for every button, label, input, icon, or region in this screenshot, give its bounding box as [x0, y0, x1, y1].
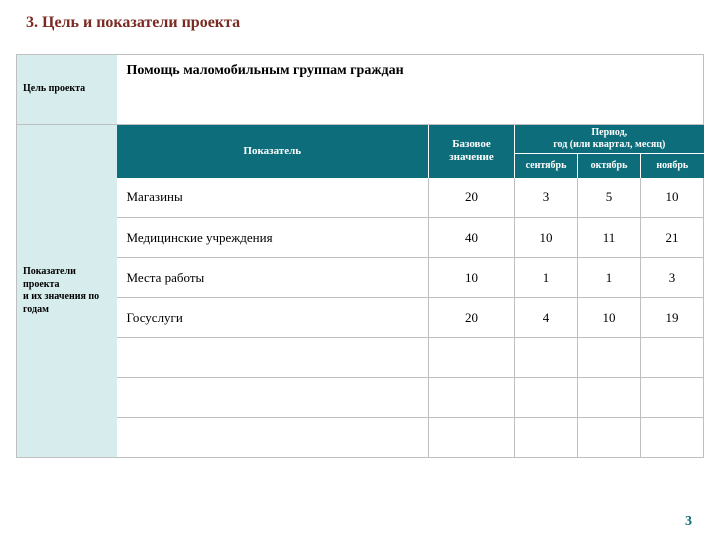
indicator-cell	[117, 378, 429, 418]
indicator-cell: Магазины	[117, 178, 429, 218]
month-cell: 10	[515, 218, 578, 258]
month-cell: 10	[578, 298, 641, 338]
month-cell: 5	[578, 178, 641, 218]
table-row	[17, 338, 704, 378]
month-cell	[578, 338, 641, 378]
month-cell	[515, 378, 578, 418]
month-cell	[578, 418, 641, 458]
goal-text: Помощь маломобильным группам граждан	[117, 55, 704, 125]
month-cell: 1	[515, 258, 578, 298]
project-table: Цель проектаПомощь маломобильным группам…	[16, 54, 704, 458]
section-heading: 3. Цель и показатели проекта	[26, 14, 240, 32]
month-cell: 3	[641, 258, 704, 298]
col-month-header: сентябрь	[515, 154, 578, 178]
table-row	[17, 418, 704, 458]
period-header-top: Период,	[515, 127, 704, 139]
month-cell	[641, 338, 704, 378]
month-cell	[641, 418, 704, 458]
base-cell	[429, 418, 515, 458]
month-cell	[515, 338, 578, 378]
col-month-header: октябрь	[578, 154, 641, 178]
month-cell: 19	[641, 298, 704, 338]
base-cell: 10	[429, 258, 515, 298]
indicator-cell: Госуслуги	[117, 298, 429, 338]
base-cell: 20	[429, 298, 515, 338]
month-cell: 10	[641, 178, 704, 218]
base-cell: 40	[429, 218, 515, 258]
col-base-header: Базовое значение	[429, 125, 515, 178]
table-row	[17, 378, 704, 418]
month-cell: 21	[641, 218, 704, 258]
base-cell	[429, 338, 515, 378]
col-period-header: Период,год (или квартал, месяц)	[515, 125, 704, 154]
col-month-header: ноябрь	[641, 154, 704, 178]
col-indicator-header: Показатель	[117, 125, 429, 178]
table-row: Места работы10113	[17, 258, 704, 298]
period-header-bottom: год (или квартал, месяц)	[515, 139, 704, 151]
project-table-wrap: Цель проектаПомощь маломобильным группам…	[16, 54, 704, 458]
month-cell: 3	[515, 178, 578, 218]
indicators-side-label: Показатели проекта и их значения по года…	[17, 125, 117, 458]
month-cell	[515, 418, 578, 458]
table-row: Медицинские учреждения40101121	[17, 218, 704, 258]
indicator-cell: Медицинские учреждения	[117, 218, 429, 258]
base-cell	[429, 378, 515, 418]
page-number: 3	[685, 514, 692, 530]
month-cell	[641, 378, 704, 418]
table-row: Госуслуги2041019	[17, 298, 704, 338]
month-cell: 4	[515, 298, 578, 338]
indicator-cell	[117, 418, 429, 458]
month-cell: 1	[578, 258, 641, 298]
month-cell: 11	[578, 218, 641, 258]
indicator-cell: Места работы	[117, 258, 429, 298]
month-cell	[578, 378, 641, 418]
indicator-cell	[117, 338, 429, 378]
base-cell: 20	[429, 178, 515, 218]
goal-side-label: Цель проекта	[17, 55, 117, 125]
table-row: Магазины203510	[17, 178, 704, 218]
